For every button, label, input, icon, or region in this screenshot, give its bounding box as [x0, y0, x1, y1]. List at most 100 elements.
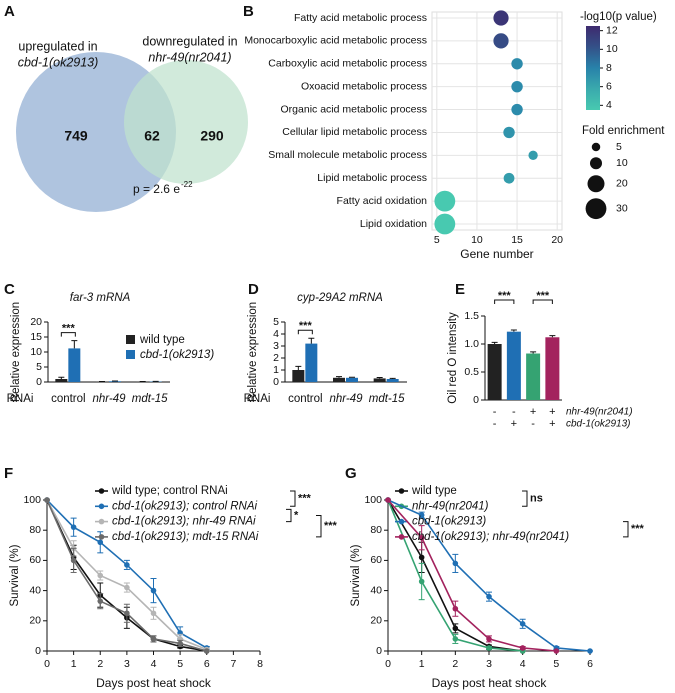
y-tick-label: 40: [29, 584, 41, 596]
y-tick-label: 0: [376, 645, 382, 657]
y-tick-label: Fatty acid metabolic process: [294, 12, 427, 24]
x-tick-label: 5: [177, 658, 183, 670]
x-tick-label: 6: [587, 658, 593, 670]
x-tick-label: 1: [71, 658, 77, 670]
series-marker: [452, 625, 459, 632]
size-legend-label: 30: [616, 202, 628, 214]
p-value-exponent: -22: [181, 180, 193, 189]
series-marker: [519, 645, 526, 651]
x-tick-label: 20: [551, 234, 563, 246]
y-tick-label: Oxoacid metabolic process: [301, 80, 427, 92]
x-axis-prefix: RNAi: [7, 393, 34, 405]
x-tick-label: 0: [385, 658, 391, 670]
chart-title: cyp-29A2 mRNA: [297, 292, 383, 304]
y-tick-label: 0: [35, 645, 41, 657]
significance-bracket: [316, 514, 322, 538]
venn-count: 290: [200, 128, 224, 144]
bar: [545, 337, 560, 400]
legend-label: cbd-1(ok2913); nhr-49 RNAi: [112, 516, 256, 528]
series-marker: [177, 640, 183, 647]
bar: [506, 331, 521, 400]
y-tick-label: 60: [370, 554, 382, 566]
significance-label: ***: [631, 523, 645, 535]
significance-bracket: [522, 490, 528, 507]
panel-letter: C: [4, 281, 15, 298]
legend-marker: [98, 534, 105, 540]
series-marker: [418, 554, 425, 561]
error-bar: [491, 341, 498, 344]
genotype-sign: +: [549, 406, 555, 418]
series-marker: [418, 512, 425, 518]
series-marker: [124, 610, 130, 617]
y-tick-label: 1.0: [464, 338, 479, 350]
error-bar: [349, 376, 355, 378]
significance-bracket: [60, 332, 76, 337]
legend-label: cbd-1(ok2913): [140, 349, 214, 361]
size-legend-label: 10: [616, 157, 628, 169]
colorbar-tick-label: 10: [606, 43, 618, 55]
error-bar: [389, 377, 396, 379]
error-bar: [376, 376, 383, 379]
significance-bracket: [494, 299, 515, 304]
bubble: [493, 10, 509, 26]
genotype-sign: -: [493, 418, 497, 430]
series-marker: [97, 598, 104, 604]
bar: [346, 377, 358, 382]
series-line: [387, 499, 557, 652]
y-axis-label: Relative expression: [247, 302, 259, 402]
significance-label: ***: [324, 520, 338, 532]
legend-label: cbd-1(ok2913); mdt-15 RNAi: [112, 531, 259, 543]
x-tick-label: 6: [204, 658, 210, 670]
genotype-sign: -: [531, 418, 535, 430]
significance-bracket: [297, 329, 313, 335]
size-legend-marker: [587, 175, 605, 193]
significance-bracket: [623, 521, 629, 538]
genotype-label: nhr-49(nr2041): [566, 407, 633, 418]
colorbar-title: -log10(p value): [580, 11, 657, 23]
legend-marker: [398, 534, 405, 540]
x-tick-label: mdt-15: [132, 393, 168, 405]
bar: [373, 378, 386, 382]
colorbar-tick-label: 8: [606, 62, 612, 74]
series-marker: [124, 584, 130, 591]
x-tick-label: mdt-15: [369, 393, 405, 405]
series-marker: [452, 636, 459, 642]
panel-letter: B: [243, 3, 254, 20]
y-tick-label: 20: [29, 615, 41, 627]
y-tick-label: 100: [23, 494, 41, 506]
genotype-sign: +: [511, 418, 517, 430]
series-marker: [150, 610, 157, 617]
y-tick-label: 20: [370, 615, 382, 627]
bar: [292, 370, 305, 382]
significance-label: ***: [298, 493, 312, 505]
error-bar: [549, 335, 556, 338]
legend-label: cbd-1(ok2913); control RNAi: [112, 500, 258, 512]
x-tick-label: 10: [471, 234, 483, 246]
y-tick-label: 80: [29, 524, 41, 536]
size-legend-marker: [585, 198, 607, 220]
significance-label: ***: [62, 323, 76, 335]
significance-bracket: [286, 508, 292, 523]
y-tick-label: Lipid metabolic process: [317, 172, 427, 184]
significance-label: ***: [536, 290, 550, 302]
x-axis-label: Days post heat shock: [432, 676, 548, 690]
genotype-label: cbd-1(ok2913): [566, 419, 630, 430]
panel-letter: G: [345, 465, 357, 482]
series-marker: [418, 578, 425, 585]
series-marker: [587, 648, 593, 654]
y-tick-label: 0.5: [464, 366, 479, 378]
series-marker: [486, 636, 492, 642]
y-tick-label: 80: [370, 524, 382, 536]
bar: [526, 353, 541, 400]
x-tick-label: control: [288, 393, 323, 405]
legend-label: wild type; control RNAi: [111, 485, 228, 497]
bar: [305, 343, 318, 382]
y-tick-label: 0: [473, 394, 479, 406]
venn-set-label: cbd-1(ok2913): [18, 55, 99, 69]
y-tick-label: 10: [30, 346, 42, 358]
colorbar-tick-label: 12: [606, 24, 618, 36]
bar: [333, 377, 345, 382]
series-marker: [553, 648, 560, 654]
y-tick-label: 40: [370, 584, 382, 596]
y-tick-label: Fatty acid oxidation: [337, 195, 428, 207]
